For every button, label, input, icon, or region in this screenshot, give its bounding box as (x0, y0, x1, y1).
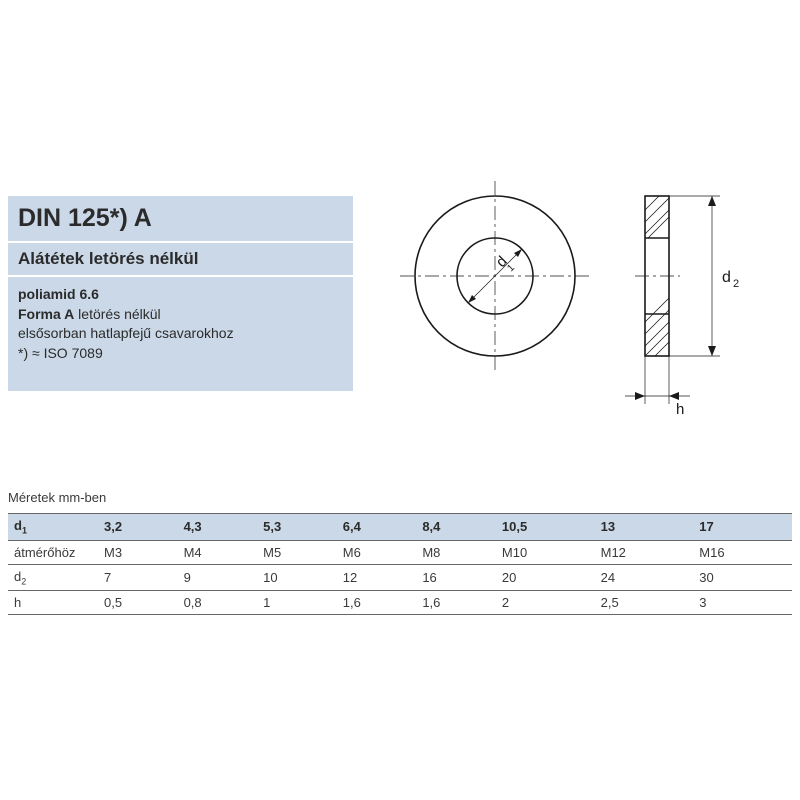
cell: 1,6 (416, 591, 496, 615)
description: poliamid 6.6 Forma A letörés nélkül első… (8, 277, 353, 391)
cell: 2 (496, 591, 595, 615)
cell: 10 (257, 564, 337, 591)
cell: 7 (98, 564, 178, 591)
cell: M4 (178, 540, 258, 564)
cell: M8 (416, 540, 496, 564)
cell: 1 (257, 591, 337, 615)
col-header: 13 (595, 514, 694, 541)
title: DIN 125*) A (8, 196, 353, 241)
usage: elsősorban hatlapfejű csavarokhoz (18, 325, 234, 341)
table-header-row: d1 3,2 4,3 5,3 6,4 8,4 10,5 13 17 (8, 514, 792, 541)
d1-header: d1 (8, 514, 98, 541)
cell: 24 (595, 564, 694, 591)
material: poliamid 6.6 (18, 286, 99, 302)
col-header: 8,4 (416, 514, 496, 541)
form-bold: Forma A (18, 306, 74, 322)
d2-sub: 2 (733, 278, 739, 290)
table-caption: Méretek mm-ben (8, 490, 792, 505)
cell: 20 (496, 564, 595, 591)
cell: 0,8 (178, 591, 258, 615)
cell: M6 (337, 540, 417, 564)
cell: 16 (416, 564, 496, 591)
cell: 0,5 (98, 591, 178, 615)
cell: 9 (178, 564, 258, 591)
cell: 3 (693, 591, 792, 615)
subtitle: Alátétek letörés nélkül (8, 243, 353, 275)
iso-ref: *) ≈ ISO 7089 (18, 345, 103, 361)
fit-label: átmérőhöz (8, 540, 98, 564)
info-panel: DIN 125*) A Alátétek letörés nélkül poli… (8, 196, 353, 391)
col-header: 4,3 (178, 514, 258, 541)
cell: 12 (337, 564, 417, 591)
col-header: 5,3 (257, 514, 337, 541)
h-row-label: h (8, 591, 98, 615)
col-header: 17 (693, 514, 792, 541)
col-header: 6,4 (337, 514, 417, 541)
cell: 30 (693, 564, 792, 591)
top-section: DIN 125*) A Alátétek letörés nélkül poli… (0, 196, 800, 426)
cell: M3 (98, 540, 178, 564)
d2-row-label: d2 (8, 564, 98, 591)
washer-diagram: d 1 d 2 h (380, 166, 780, 426)
table-row: átmérőhöz M3 M4 M5 M6 M8 M10 M12 M16 (8, 540, 792, 564)
cell: M10 (496, 540, 595, 564)
table-row: d2 7 9 10 12 16 20 24 30 (8, 564, 792, 591)
dimension-table: d1 3,2 4,3 5,3 6,4 8,4 10,5 13 17 átmérő… (8, 513, 792, 615)
d2-label: d (722, 269, 731, 286)
cell: M16 (693, 540, 792, 564)
table-row: h 0,5 0,8 1 1,6 1,6 2 2,5 3 (8, 591, 792, 615)
col-header: 3,2 (98, 514, 178, 541)
cell: 1,6 (337, 591, 417, 615)
dimension-table-section: Méretek mm-ben d1 3,2 4,3 5,3 6,4 8,4 10… (8, 490, 792, 615)
h-label: h (676, 401, 684, 418)
cell: M12 (595, 540, 694, 564)
cell: 2,5 (595, 591, 694, 615)
cell: M5 (257, 540, 337, 564)
form-rest: letörés nélkül (74, 306, 160, 322)
col-header: 10,5 (496, 514, 595, 541)
